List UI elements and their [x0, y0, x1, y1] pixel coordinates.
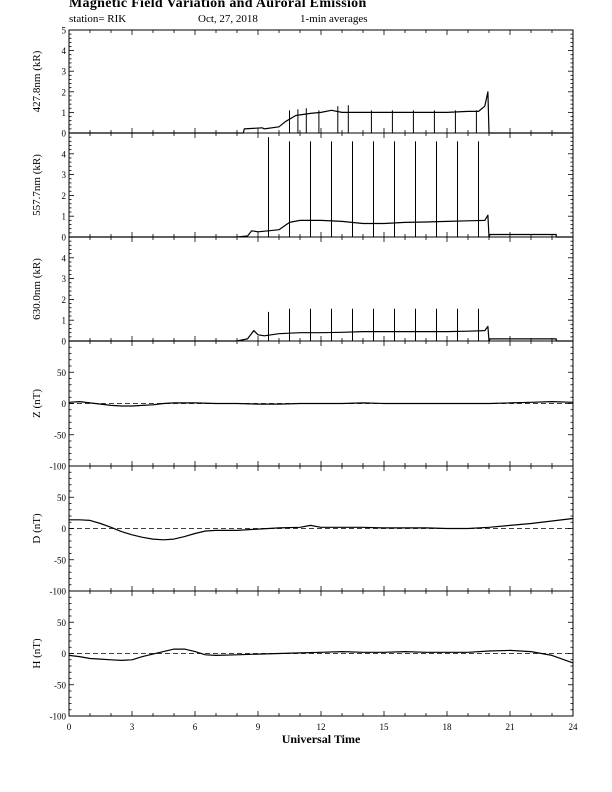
panel-frame	[68, 29, 574, 134]
x-tick-label: 12	[317, 722, 326, 732]
y-tick-label: 2	[62, 87, 67, 97]
y-tick-label: 50	[57, 368, 67, 378]
y-axis-label: 630.0nm (kR)	[31, 258, 43, 320]
series-line	[69, 325, 573, 342]
x-tick-label: 21	[506, 722, 515, 732]
y-tick-label: 0	[62, 399, 67, 409]
y-tick-label: 1	[62, 108, 67, 118]
y-tick-label: 2	[62, 295, 67, 305]
chart-title: Magnetic Field Variation and Auroral Emi…	[69, 0, 367, 11]
x-axis-label: Universal Time	[282, 732, 361, 746]
x-tick-label: 0	[67, 722, 72, 732]
y-tick-label: 4	[62, 149, 67, 159]
y-axis-label: D (nT)	[31, 513, 43, 544]
series-line	[69, 91, 573, 134]
y-axis-label: H (nT)	[31, 638, 43, 669]
y-tick-label: 0	[62, 233, 67, 243]
averaging-label: 1-min averages	[300, 13, 368, 25]
x-tick-label: 18	[443, 722, 453, 732]
y-tick-label: 4	[62, 46, 67, 56]
y-tick-label: 0	[62, 129, 67, 139]
y-tick-label: 4	[62, 253, 67, 263]
y-axis-label: 427.8nm (kR)	[31, 50, 43, 112]
y-tick-label: -50	[54, 555, 66, 565]
x-tick-label: 24	[569, 722, 579, 732]
y-tick-label: 3	[62, 274, 67, 284]
panel-frame	[68, 132, 574, 238]
y-tick-label: 50	[57, 493, 67, 503]
series-line	[68, 401, 574, 407]
x-tick-label: 6	[193, 722, 198, 732]
y-tick-label: -100	[50, 462, 67, 472]
y-tick-label: 1	[62, 316, 67, 326]
y-tick-label: 5	[62, 26, 67, 36]
y-tick-label: 3	[62, 170, 67, 180]
y-axis-label: Z (nT)	[31, 389, 43, 418]
station-label: station= RIK	[69, 13, 127, 25]
x-tick-label: 3	[130, 722, 135, 732]
y-tick-label: 0	[62, 337, 67, 347]
panel-frame	[68, 236, 574, 342]
y-tick-label: -50	[54, 680, 66, 690]
y-tick-label: 3	[62, 67, 67, 77]
y-tick-label: 50	[57, 618, 67, 628]
date-label: Oct, 27, 2018	[198, 13, 258, 25]
series-line	[68, 648, 574, 664]
series-line	[69, 517, 574, 541]
y-axis-label: 557.7nm (kR)	[31, 154, 43, 216]
x-tick-label: 15	[380, 722, 390, 732]
y-tick-label: 1	[62, 212, 67, 222]
y-tick-label: 0	[62, 649, 67, 659]
y-tick-label: -100	[50, 712, 67, 722]
y-tick-label: -100	[50, 587, 67, 597]
y-tick-label: 2	[62, 191, 67, 201]
y-tick-label: 0	[62, 524, 67, 534]
x-tick-label: 9	[256, 722, 261, 732]
y-tick-label: -50	[54, 430, 66, 440]
